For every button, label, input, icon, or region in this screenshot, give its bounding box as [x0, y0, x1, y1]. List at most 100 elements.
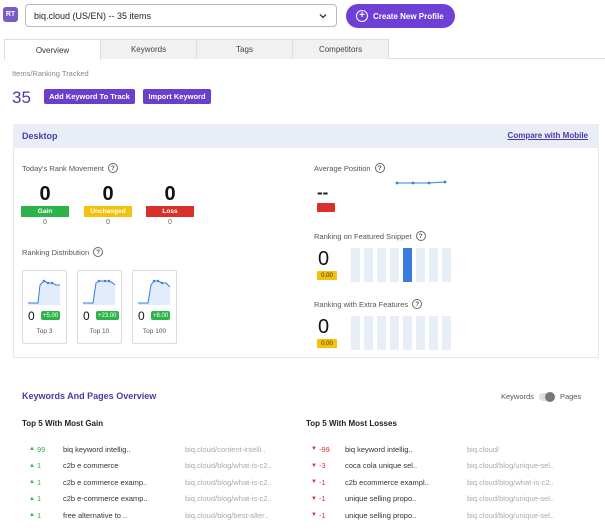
add-keyword-button[interactable]: Add Keyword To Track [44, 89, 135, 104]
arrow-down-icon: ▼ [311, 479, 317, 485]
distribution-card-top3[interactable]: 0 +5.00 Top 3 [22, 270, 67, 344]
help-icon[interactable]: ? [93, 247, 104, 257]
unchanged-sub: 0 [106, 219, 110, 226]
desktop-panel [13, 148, 599, 358]
url-text[interactable]: biq.cloud/blog/what-is-c2.. [185, 494, 272, 503]
url-text[interactable]: biq.cloud/blog/what-is-c2.. [185, 477, 272, 487]
list-row[interactable]: ▲ 1 free alternative to .. biq.cloud/blog/b… [29, 509, 283, 521]
desktop-title: Desktop [22, 131, 58, 141]
toggle-keywords-label: Keywords [501, 392, 534, 401]
items-tracked-count: 35 [12, 88, 31, 107]
list-row[interactable]: ▲ 1 c2b e-commerce examp.. biq.cloud/blog/w… [29, 493, 283, 505]
keyword-text[interactable]: free alternative to .. [63, 510, 128, 520]
help-icon[interactable]: ? [412, 299, 423, 309]
ranking-distribution-title: Ranking Distribution ? [22, 247, 104, 257]
url-text[interactable]: biq.cloud/blog/unique-sel.. [467, 510, 555, 520]
snippet-bar [390, 248, 399, 282]
extra-features-value: 0 [318, 316, 330, 338]
snippet-bar [377, 316, 386, 350]
import-keyword-button[interactable]: Import Keyword [143, 89, 211, 104]
keyword-text[interactable]: biq keyword intellig.. [345, 444, 413, 454]
distribution-value: 0 [28, 309, 35, 323]
create-profile-button[interactable]: + Create New Profile [346, 4, 455, 28]
distribution-card-top10[interactable]: 0 +23.00 Top 10 [77, 270, 122, 344]
distribution-badge: +8.00 [151, 311, 171, 320]
snippet-bar [442, 316, 451, 350]
snippet-bar [377, 248, 386, 282]
arrow-down-icon: ▼ [311, 446, 317, 452]
arrow-up-icon: ▲ [29, 462, 35, 469]
keyword-text[interactable]: c2b e commerce examp.. [63, 477, 148, 487]
snippet-bar [364, 316, 373, 350]
create-profile-label: Create New Profile [373, 11, 444, 21]
keyword-text[interactable]: c2b e-commerce examp.. [63, 494, 148, 503]
list-row[interactable]: ▼ -3 coca cola unique sel.. biq.cloud/blog/… [311, 460, 565, 472]
distribution-badge: +23.00 [96, 311, 119, 320]
sparkline-icon [83, 279, 116, 305]
url-text[interactable]: biq.cloud/content-intelli.. [185, 444, 266, 454]
keyword-text[interactable]: unique selling propo.. [345, 510, 417, 520]
snippet-bar [416, 316, 425, 350]
tab-tags[interactable]: Tags [196, 39, 293, 59]
snippet-bar [429, 248, 438, 282]
keyword-text[interactable]: c2b e commerce [63, 461, 119, 470]
list-row[interactable]: ▲ 1 c2b e commerce biq.cloud/blog/what-is-c… [29, 460, 283, 472]
url-text[interactable]: biq.cloud/ [467, 444, 500, 454]
arrow-down-icon: ▼ [311, 512, 317, 518]
extra-features-badge: 0.00 [317, 339, 337, 348]
url-text[interactable]: biq.cloud/blog/what-is-c2.. [467, 477, 554, 487]
list-row[interactable]: ▼ -1 unique selling propo.. biq.cloud/blog/… [311, 509, 565, 521]
sparkline-icon [28, 279, 60, 305]
url-text[interactable]: biq.cloud/blog/unique-sel.. [467, 461, 555, 470]
keyword-text[interactable]: coca cola unique sel.. [345, 461, 418, 470]
compare-mobile-link[interactable]: Compare with Mobile [507, 131, 588, 140]
list-row[interactable]: ▼ -1 unique selling propo.. biq.cloud/blog/… [311, 493, 565, 505]
keywords-pages-toggle[interactable]: Keywords Pages [501, 391, 581, 402]
list-row[interactable]: ▼ -99 biq keyword intellig.. biq.cloud/ [311, 443, 565, 455]
arrow-up-icon: ▲ [29, 446, 35, 452]
top-gain-title: Top 5 With Most Gain [22, 419, 104, 428]
tab-bar: Overview Keywords Tags Competitors [4, 39, 389, 60]
average-position-sparkline [395, 180, 447, 185]
url-text[interactable]: biq.cloud/blog/unique-sel.. [467, 494, 555, 503]
help-icon[interactable]: ? [415, 231, 426, 241]
snippet-bar [390, 316, 399, 350]
loss-sub: 0 [168, 219, 172, 226]
average-position-title: Average Position ? [314, 163, 385, 173]
rank-delta: 1 [37, 494, 42, 503]
distribution-card-top100[interactable]: 0 +8.00 Top 100 [132, 270, 177, 344]
distribution-label: Top 100 [142, 328, 167, 335]
help-icon[interactable]: ? [374, 163, 385, 173]
url-text[interactable]: biq.cloud/blog/what-is-c2.. [185, 461, 272, 470]
keyword-text[interactable]: c2b ecommerce exampl.. [345, 477, 429, 487]
distribution-badge: +5.00 [41, 311, 61, 320]
rank-movement-title: Today's Rank Movement ? [22, 163, 118, 173]
ranking-distribution-label: Ranking Distribution [22, 247, 90, 257]
distribution-value: 0 [138, 309, 145, 323]
rank-movement-label: Today's Rank Movement [22, 163, 104, 173]
snippet-bar [416, 248, 425, 282]
chevron-down-icon [319, 14, 327, 19]
help-icon[interactable]: ? [107, 163, 118, 173]
arrow-down-icon: ▼ [311, 462, 317, 469]
keyword-text[interactable]: unique selling propo.. [345, 494, 417, 503]
arrow-up-icon: ▲ [29, 495, 35, 502]
average-position-value: -- [317, 183, 329, 202]
rank-delta: -1 [319, 510, 326, 520]
extra-features-title: Ranking with Extra Features ? [314, 299, 423, 309]
toggle-switch[interactable] [538, 391, 555, 402]
profile-select[interactable]: biq.cloud (US/EN) -- 35 items [25, 4, 337, 27]
keyword-text[interactable]: biq keyword intellig.. [63, 444, 131, 454]
url-text[interactable]: biq.cloud/blog/best-alter.. [185, 510, 269, 520]
list-row[interactable]: ▲ 1 c2b e commerce examp.. biq.cloud/blog/w… [29, 476, 283, 488]
tab-keywords[interactable]: Keywords [100, 39, 197, 59]
tab-overview[interactable]: Overview [4, 39, 101, 60]
snippet-bar [351, 248, 360, 282]
list-row[interactable]: ▼ -1 c2b ecommerce exampl.. biq.cloud/blog/… [311, 476, 565, 488]
plus-circle-icon: + [356, 10, 368, 22]
loss-value: 0 [164, 183, 176, 205]
snippet-bar [403, 248, 412, 282]
snippet-bar [442, 248, 451, 282]
list-row[interactable]: ▲ 99 biq keyword intellig.. biq.cloud/conte… [29, 443, 283, 455]
tab-competitors[interactable]: Competitors [292, 39, 389, 59]
